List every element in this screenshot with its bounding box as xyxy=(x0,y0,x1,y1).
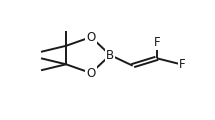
Text: F: F xyxy=(154,36,160,49)
Text: B: B xyxy=(106,49,114,62)
Text: O: O xyxy=(86,67,96,80)
Text: O: O xyxy=(86,30,96,44)
Text: F: F xyxy=(179,58,186,71)
